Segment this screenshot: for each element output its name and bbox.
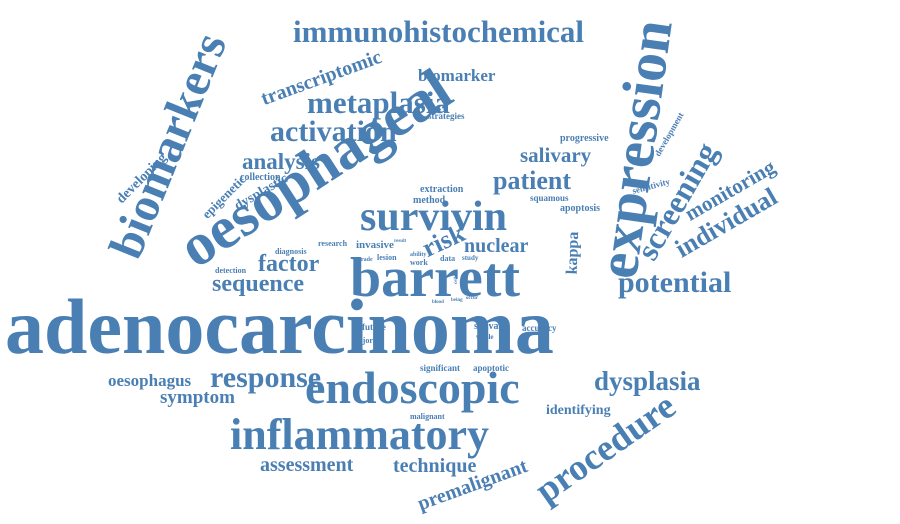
word-being: being bbox=[451, 298, 463, 303]
word-research: research bbox=[318, 239, 348, 248]
word-ability: ability bbox=[410, 252, 427, 258]
word-symptom: symptom bbox=[160, 387, 235, 408]
word-significant: significant bbox=[420, 363, 461, 373]
word-dysplasia: dysplasia bbox=[594, 366, 701, 396]
word-metaplasia: metaplasia bbox=[307, 85, 450, 120]
word-kappa: kappa bbox=[563, 231, 583, 275]
word-technique: technique bbox=[393, 455, 477, 477]
word-saliva: saliva bbox=[474, 321, 499, 332]
word-study: study bbox=[462, 254, 479, 262]
word-inflammatory: inflammatory bbox=[230, 410, 490, 459]
word-progressive: progressive bbox=[560, 133, 609, 144]
word-barrett: barrett bbox=[350, 247, 520, 309]
word-endoscopic: endoscopic bbox=[305, 362, 520, 413]
word-whole: whole bbox=[476, 333, 494, 341]
word-grade: grade bbox=[358, 257, 373, 263]
word-cancer: cancer bbox=[441, 273, 447, 288]
word-detection: detection bbox=[215, 266, 247, 275]
word-accuracy: accuracy bbox=[522, 323, 557, 333]
word-salivary: salivary bbox=[520, 143, 592, 167]
word-malignant: malignant bbox=[410, 412, 445, 421]
word-oesophagus: oesophagus bbox=[108, 371, 192, 390]
word-survivin: survivin bbox=[360, 194, 508, 240]
word-occur: occur bbox=[466, 296, 478, 301]
word-invasive: invasive bbox=[356, 239, 394, 251]
word-collection: collection bbox=[240, 172, 281, 183]
word-work: work bbox=[410, 258, 428, 267]
word-cells: cells bbox=[453, 274, 460, 285]
word-squamous: squamous bbox=[530, 193, 569, 203]
word-result: result bbox=[394, 239, 407, 244]
word-method: method bbox=[413, 195, 446, 206]
word-majority: majority bbox=[352, 336, 382, 345]
word-response: response bbox=[210, 361, 322, 394]
word-identifying: identifying bbox=[546, 403, 611, 418]
word-activation: activation bbox=[270, 115, 397, 148]
word-sequence: sequence bbox=[212, 271, 304, 297]
word-biomarker: biomarker bbox=[418, 66, 496, 85]
word-data: data bbox=[440, 254, 456, 263]
word-strategies: strategies bbox=[428, 111, 465, 121]
word-potential: potential bbox=[618, 266, 732, 299]
word-nuclear: nuclear bbox=[464, 235, 529, 257]
word-apoptotic: apoptotic bbox=[473, 363, 509, 373]
word-analysis: analysis bbox=[242, 149, 320, 174]
word-diagnosis: diagnosis bbox=[275, 247, 307, 256]
word-future: future bbox=[362, 322, 386, 332]
word-factor: factor bbox=[258, 251, 320, 277]
word-adenocarcinoma: adenocarcinoma bbox=[5, 283, 554, 370]
word-immunohistochemical: immunohistochemical bbox=[293, 14, 585, 49]
word-patient: patient bbox=[493, 166, 571, 195]
word-apoptosis: apoptosis bbox=[560, 203, 601, 214]
word-lesion: lesion bbox=[377, 253, 397, 262]
word-assessment: assessment bbox=[260, 454, 354, 476]
word-blood: blood bbox=[432, 300, 444, 305]
word-extraction: extraction bbox=[420, 184, 464, 195]
